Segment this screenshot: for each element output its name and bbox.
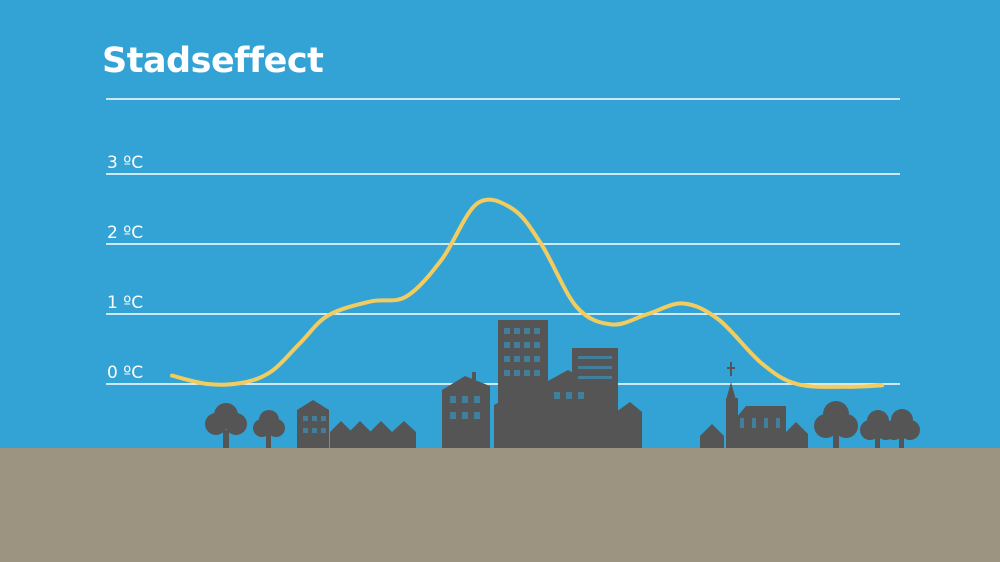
building-windows: [303, 328, 780, 433]
row-house-icon: [330, 421, 416, 448]
tree-icon: [884, 409, 920, 448]
y-tick-label: 3 ºC: [107, 153, 143, 173]
apartment-building-icon: [297, 400, 329, 448]
ground: [0, 448, 1000, 562]
townhouse-icon: [546, 370, 642, 448]
house-icon: [700, 424, 724, 448]
house-icon: [784, 422, 808, 448]
temperature-curve: [170, 197, 884, 389]
townhouse-icon: [494, 396, 528, 448]
tree-icon: [814, 401, 858, 448]
y-tick-label: 0 ºC: [107, 363, 143, 383]
y-tick-labels: 0 ºC 1 ºC 2 ºC 3 ºC: [107, 153, 143, 383]
chart-title: Stadseffect: [102, 41, 324, 81]
tree-icon: [205, 403, 247, 448]
tree-icon: [253, 410, 285, 448]
church-icon: [726, 362, 786, 448]
y-tick-label: 1 ºC: [107, 293, 143, 313]
y-tick-label: 2 ºC: [107, 223, 143, 243]
